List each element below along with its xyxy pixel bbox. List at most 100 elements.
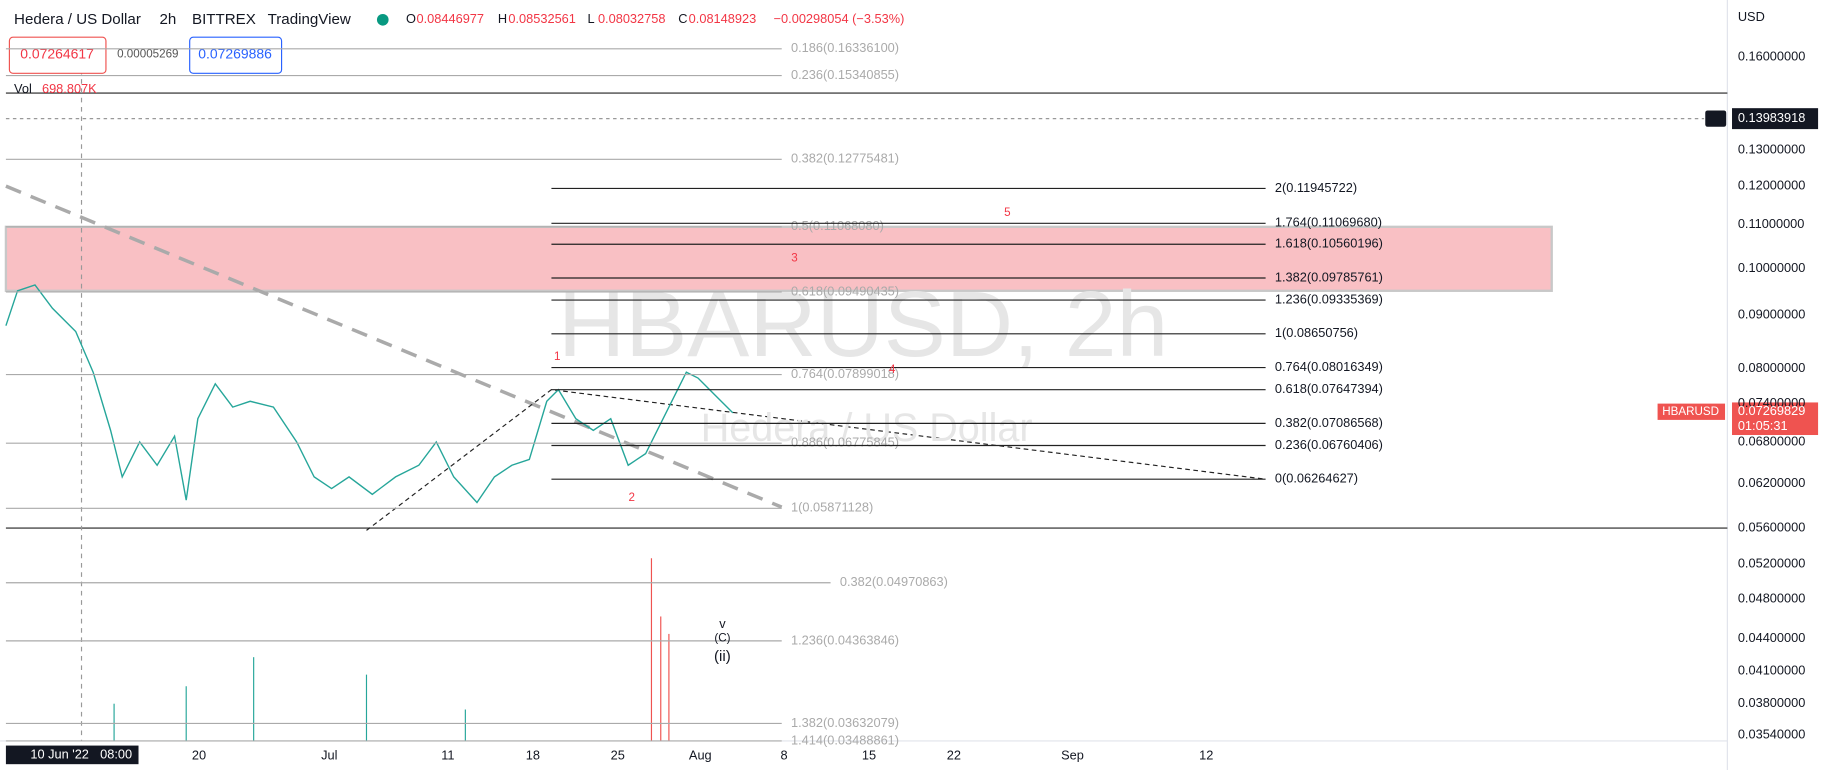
label: 0.07400000 [1738,395,1806,410]
label: 0(0.06264627) [1275,471,1358,486]
buy-button[interactable] [189,36,283,74]
watermark: Hedera / US Dollar [701,406,1033,450]
label: 1 [554,350,560,363]
label: v [719,616,726,631]
label: 20 [192,747,206,762]
label: C [678,11,687,26]
label: Aug [689,747,712,762]
label: 2(0.11945722) [1275,180,1357,195]
price-tag [1732,402,1819,436]
label: 0.04400000 [1738,630,1806,645]
label: 0.13983918 [1738,110,1806,125]
label: 0.06200000 [1738,475,1806,490]
label: 5 [1004,206,1010,219]
label: 12 [1199,747,1213,762]
label: 0.09000000 [1738,307,1806,322]
label: 0.05200000 [1738,555,1806,570]
label: 0.08446977 [417,11,485,26]
supply-zone [4,225,1553,292]
label: HBARUSD [1662,405,1719,418]
label: 0.382(0.07086568) [1275,415,1383,430]
label: BITTREX [192,11,256,28]
label: 0.10000000 [1738,260,1806,275]
label: O [406,11,416,26]
label: 0.382(0.12775481) [791,151,899,166]
sell-button[interactable] [8,36,107,74]
label: 0.13000000 [1738,141,1806,156]
label: Sep [1061,747,1084,762]
label: 0.764(0.07899018) [791,366,899,381]
label: 0.07264617 [20,45,94,61]
label: 1.414(0.03488861) [791,732,899,747]
label: 698.807K [42,81,97,96]
label: 1.236(0.09335369) [1275,291,1383,306]
add-button[interactable] [1705,110,1727,127]
label: 0.08532561 [508,11,576,26]
label: 4 [889,363,896,376]
label: L [587,11,594,26]
label: 0.04800000 [1738,590,1806,605]
price-tag [1732,108,1819,130]
label: Jul [321,747,337,762]
label: 0.764(0.08016349) [1275,359,1383,374]
label: TradingView [268,11,351,28]
label: 1.618(0.10560196) [1275,236,1383,251]
label: H [498,11,507,26]
label: 0.07269886 [198,45,272,61]
label: 0.886(0.06775845) [791,435,899,450]
watermark: HBARUSD, 2h [558,272,1168,376]
label: 0.03540000 [1738,726,1806,741]
label: 0.618(0.09490435) [791,283,899,298]
label: 1.382(0.03632079) [791,715,899,730]
label: 18 [526,747,540,762]
label: 11 [441,747,454,762]
label: 0.03800000 [1738,695,1806,710]
label: 1.236(0.04363846) [791,632,899,647]
label: 1(0.05871128) [791,500,873,515]
label: USD [1738,9,1765,24]
label: 01:05:31 [1738,418,1788,433]
label: (C) [714,632,730,645]
label: 0.08148923 [689,11,757,26]
label: 3 [791,251,797,264]
label: 25 [611,747,625,762]
label: 8 [780,747,787,762]
label: 0.618(0.07647394) [1275,381,1383,396]
symbol-tag [1657,403,1726,420]
label: 1(0.08650756) [1275,325,1358,340]
label: 1.764(0.11069680) [1275,215,1382,230]
status-dot [376,13,389,26]
label: 0.05600000 [1738,519,1806,534]
label: 2 [628,491,634,504]
label: 0.5(0.11068080) [791,218,884,233]
label: 0.186(0.16336100) [791,40,899,55]
label: 15 [862,747,876,762]
label: Vol [14,81,32,96]
label: 0.12000000 [1738,177,1806,192]
label: 0.08000000 [1738,360,1806,375]
label: 2h [159,11,176,28]
label: 0.07269829 [1738,403,1806,418]
label: (ii) [714,648,731,665]
label: 0.16000000 [1738,48,1806,63]
label: 1.382(0.09785761) [1275,269,1383,284]
label: −0.00298054 (−3.53%) [774,11,905,26]
label: 0.00005269 [117,48,178,61]
label: 10 Jun '22 [30,746,89,761]
label: Hedera / US Dollar [14,11,141,28]
label: 0.236(0.15340855) [791,67,899,82]
label: 0.236(0.06760406) [1275,437,1383,452]
label: 0.06800000 [1738,433,1806,448]
label: 08:00 [100,746,132,761]
time-tag [5,745,139,765]
label: 0.08032758 [598,11,666,26]
label: 0.04100000 [1738,663,1806,678]
label: 0.382(0.04970863) [840,574,948,589]
trend-line [5,184,783,509]
volume-bars [113,558,670,741]
label: 22 [947,747,961,762]
label: 0.11000000 [1738,216,1805,231]
price-line [5,284,734,504]
